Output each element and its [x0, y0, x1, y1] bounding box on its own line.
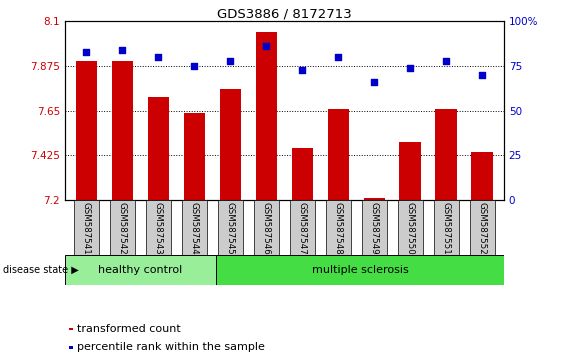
- Bar: [254, 200, 279, 255]
- Point: [334, 54, 343, 60]
- Bar: [434, 200, 459, 255]
- Text: GSM587551: GSM587551: [442, 202, 451, 255]
- Point: [298, 67, 307, 72]
- Bar: [110, 200, 135, 255]
- Bar: [290, 200, 315, 255]
- Point: [226, 58, 235, 63]
- Text: multiple sclerosis: multiple sclerosis: [311, 265, 408, 275]
- Point: [406, 65, 415, 70]
- Bar: [218, 200, 243, 255]
- Bar: [69, 346, 73, 348]
- Point: [478, 72, 487, 78]
- Bar: [292, 148, 313, 200]
- Text: GSM587545: GSM587545: [226, 202, 235, 255]
- Bar: [182, 200, 207, 255]
- Bar: [326, 200, 351, 255]
- Bar: [65, 255, 216, 285]
- Text: GSM587552: GSM587552: [478, 202, 487, 255]
- Point: [262, 44, 271, 49]
- Bar: [471, 152, 493, 200]
- Text: GSM587550: GSM587550: [406, 202, 415, 255]
- Point: [370, 79, 379, 85]
- Text: percentile rank within the sample: percentile rank within the sample: [77, 342, 265, 352]
- Text: transformed count: transformed count: [77, 324, 181, 334]
- Bar: [220, 89, 241, 200]
- Point: [82, 49, 91, 55]
- Bar: [75, 61, 97, 200]
- Bar: [328, 109, 349, 200]
- Bar: [74, 200, 99, 255]
- Bar: [146, 200, 171, 255]
- Point: [190, 63, 199, 69]
- Bar: [364, 198, 385, 200]
- Bar: [69, 328, 73, 330]
- Bar: [436, 109, 457, 200]
- Point: [154, 54, 163, 60]
- Text: GSM587544: GSM587544: [190, 202, 199, 255]
- Point: [442, 58, 451, 63]
- Text: GSM587543: GSM587543: [154, 202, 163, 255]
- Bar: [111, 61, 133, 200]
- Text: disease state ▶: disease state ▶: [3, 265, 79, 275]
- Bar: [216, 255, 504, 285]
- Bar: [400, 142, 421, 200]
- Text: GSM587549: GSM587549: [370, 202, 379, 254]
- Bar: [184, 113, 205, 200]
- Text: GSM587548: GSM587548: [334, 202, 343, 255]
- Text: GSM587546: GSM587546: [262, 202, 271, 255]
- Text: GSM587541: GSM587541: [82, 202, 91, 255]
- Bar: [397, 200, 423, 255]
- Bar: [256, 32, 277, 200]
- Bar: [148, 97, 169, 200]
- Text: healthy control: healthy control: [98, 265, 182, 275]
- Point: [118, 47, 127, 53]
- Bar: [470, 200, 495, 255]
- Bar: [361, 200, 387, 255]
- Text: GSM587542: GSM587542: [118, 202, 127, 255]
- Text: GSM587547: GSM587547: [298, 202, 307, 255]
- Title: GDS3886 / 8172713: GDS3886 / 8172713: [217, 7, 352, 20]
